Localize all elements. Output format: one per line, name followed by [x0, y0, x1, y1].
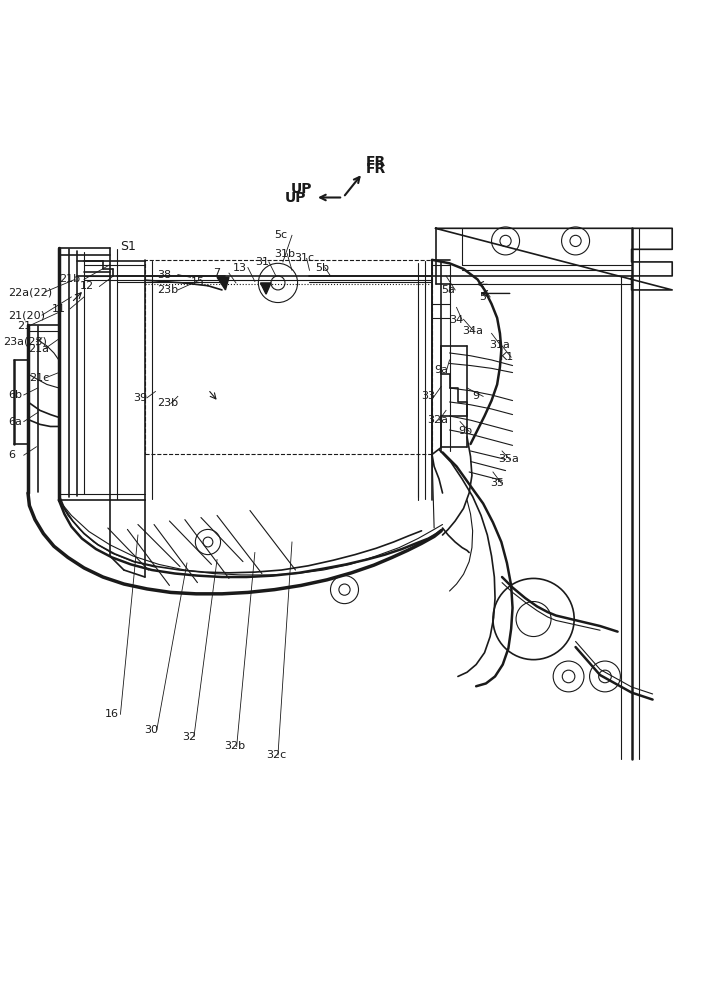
Text: 11: 11 [52, 304, 66, 314]
Text: 21: 21 [17, 321, 31, 331]
Text: 7: 7 [213, 268, 220, 278]
Text: 30: 30 [144, 725, 158, 735]
Text: 32a: 32a [427, 415, 448, 425]
Text: 32b: 32b [224, 741, 245, 751]
Text: 23b: 23b [157, 285, 178, 295]
Text: 21b: 21b [59, 274, 80, 284]
Text: S1: S1 [120, 240, 136, 253]
Text: UP: UP [291, 182, 312, 196]
Text: 9: 9 [472, 391, 479, 401]
Text: 32c: 32c [266, 750, 286, 760]
Text: FR: FR [366, 162, 386, 176]
Text: 21a: 21a [28, 344, 49, 354]
Bar [145, 260, 432, 454]
Text: 16: 16 [105, 709, 119, 719]
Text: 31c: 31c [294, 253, 314, 263]
Text: 5b: 5b [315, 263, 329, 273]
Text: UP: UP [285, 191, 306, 205]
Text: 6a: 6a [8, 417, 22, 427]
Text: 21c: 21c [30, 373, 50, 383]
Polygon shape [217, 277, 229, 290]
Text: 31: 31 [255, 257, 269, 267]
Text: 12: 12 [80, 281, 94, 291]
Text: 31b: 31b [274, 249, 295, 259]
Text: 34a: 34a [462, 326, 483, 336]
Text: 32: 32 [182, 732, 196, 742]
Polygon shape [261, 283, 271, 294]
Text: 31a: 31a [489, 340, 510, 350]
Text: 34: 34 [449, 315, 464, 325]
Text: 22a(22): 22a(22) [8, 287, 53, 297]
Text: 23a(23): 23a(23) [3, 337, 46, 347]
Text: 13: 13 [233, 263, 247, 273]
Text: 6b: 6b [8, 390, 22, 400]
Text: 21(20): 21(20) [8, 310, 46, 320]
Text: 5a: 5a [441, 285, 455, 295]
Text: 38: 38 [157, 270, 171, 280]
Text: 33: 33 [422, 391, 436, 401]
Text: 23b: 23b [157, 398, 178, 408]
Text: 6: 6 [8, 450, 15, 460]
Text: 35a: 35a [498, 454, 520, 464]
Text: 9b: 9b [458, 426, 472, 436]
Text: 5: 5 [479, 292, 486, 302]
Text: K1: K1 [500, 352, 514, 362]
Text: 39: 39 [133, 393, 147, 403]
Text: 15: 15 [191, 277, 205, 287]
Text: FR: FR [366, 155, 386, 169]
Text: 9a: 9a [434, 365, 448, 375]
Text: 35: 35 [490, 478, 504, 488]
Text: 5c: 5c [274, 230, 288, 240]
